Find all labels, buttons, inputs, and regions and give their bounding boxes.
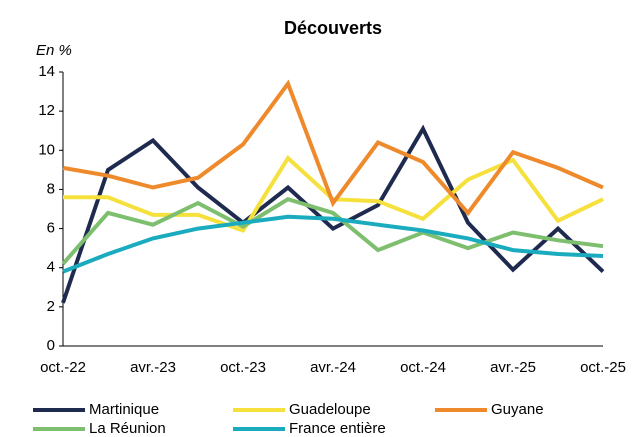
legend-label: Guyane xyxy=(491,401,544,418)
x-tick-label: avr.-23 xyxy=(130,359,176,376)
x-tick-label: avr.-24 xyxy=(310,359,356,376)
x-tick-label: oct.-25 xyxy=(580,359,626,376)
line-series xyxy=(61,197,604,266)
x-tick-label: oct.-24 xyxy=(400,359,446,376)
y-tick-label: 10 xyxy=(38,141,55,158)
y-tick-label: 6 xyxy=(47,220,55,237)
x-tick-label: oct.-22 xyxy=(40,359,86,376)
y-tick-label: 0 xyxy=(47,337,55,354)
y-tick-label: 2 xyxy=(47,298,55,315)
y-tick-label: 12 xyxy=(38,102,55,119)
legend-label: La Réunion xyxy=(89,420,166,437)
y-tick-label: 8 xyxy=(47,180,55,197)
y-axis-label: En % xyxy=(36,42,72,59)
x-tick-label: oct.-23 xyxy=(220,359,266,376)
chart-title: Découverts xyxy=(284,18,382,38)
line-series xyxy=(62,214,604,274)
y-tick-label: 14 xyxy=(38,63,55,80)
y-tick-label: 4 xyxy=(47,259,55,276)
legend-label: France entière xyxy=(289,420,386,437)
legend-label: Guadeloupe xyxy=(289,401,371,418)
line-series xyxy=(62,79,604,217)
legend-label: Martinique xyxy=(89,401,159,418)
x-tick-label: avr.-25 xyxy=(490,359,536,376)
line-series xyxy=(61,124,605,304)
